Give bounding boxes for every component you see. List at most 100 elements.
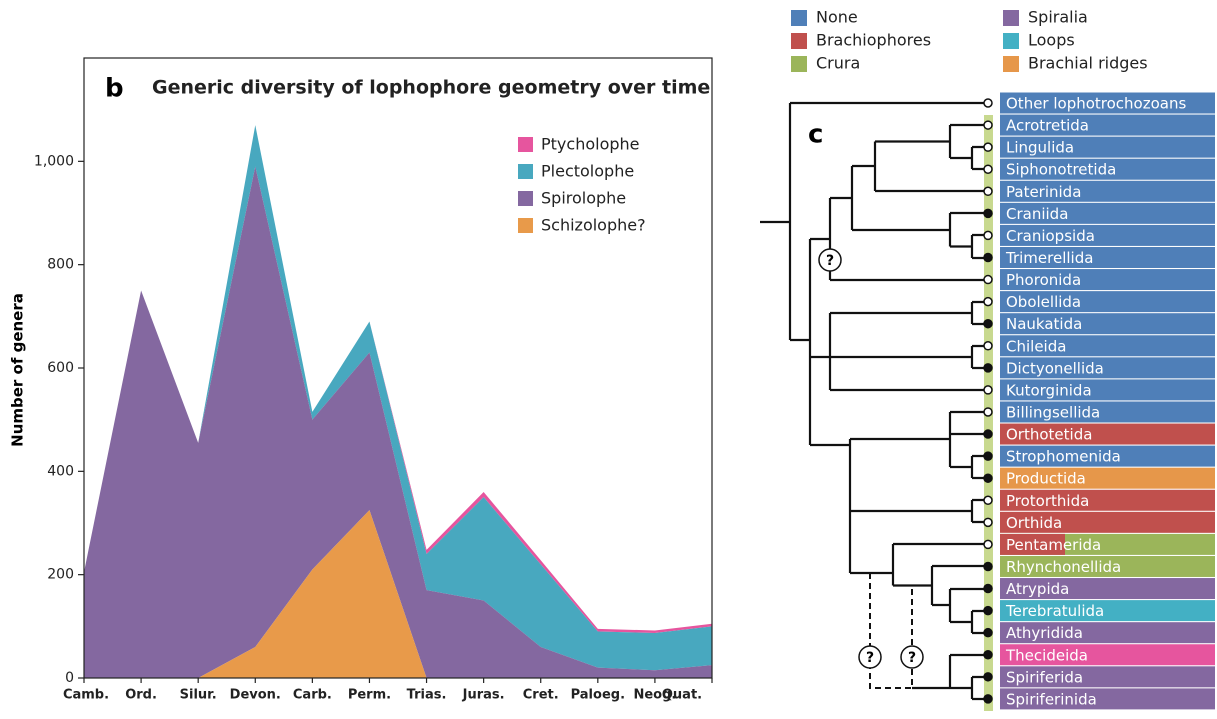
uncertain-branches: [869, 573, 913, 689]
tip-state: [983, 296, 993, 307]
taxon-label: Spiriferida: [1006, 668, 1083, 686]
panel-c: c ??? None Brachiophores Crura Spiralia Loop…: [760, 8, 1215, 711]
taxon-label: Atrypida: [1006, 580, 1069, 598]
taxon-label: Other lophotrochozoans: [1006, 95, 1186, 113]
question-glyphs: ???: [826, 253, 916, 666]
taxon-box: [1000, 246, 1215, 268]
tip-state: [983, 650, 993, 660]
tip-state: [983, 561, 993, 572]
taxon-label: Thecideida: [1005, 646, 1088, 664]
legend-swatch: [518, 137, 533, 152]
x-tick-label: Devon.: [230, 688, 281, 703]
legend-label: Crura: [816, 54, 860, 73]
x-tick-label: Paloeg.: [571, 688, 625, 703]
taxon-label: Kutorginida: [1006, 381, 1092, 399]
tip-state: [983, 318, 993, 329]
taxon-label: Terebratulida: [1005, 602, 1104, 620]
tip-state: [983, 583, 993, 594]
y-tick-label: 600: [47, 360, 74, 376]
y-tick-label: 1,000: [34, 153, 74, 169]
x-tick-label: Cret.: [523, 688, 559, 703]
x-tick-label: Carb.: [293, 688, 332, 703]
tip-state: [983, 517, 993, 528]
taxon-label: Strophomenida: [1006, 448, 1121, 466]
taxon-box: [1000, 511, 1215, 533]
taxon-box: [1000, 313, 1215, 335]
tip-state: [983, 164, 993, 174]
x-tick-label: Trias.: [407, 688, 447, 703]
taxon-box: [1000, 533, 1065, 555]
legend-swatch: [518, 218, 533, 233]
taxon-label: Siphonotretida: [1006, 161, 1116, 179]
tip-state: [983, 495, 993, 506]
taxon-box: [1000, 180, 1215, 202]
tip-state: [983, 208, 993, 219]
taxon-box: [1000, 489, 1215, 511]
x-tick-label: Juras.: [462, 688, 505, 703]
question-marks: [818, 248, 924, 669]
taxon-box: [1000, 666, 1215, 688]
tip-state: [983, 407, 993, 417]
area: [84, 510, 712, 678]
taxon-box: [1000, 401, 1215, 423]
x-tick-label: Perm.: [348, 688, 391, 703]
taxon-label: Spiriferinida: [1006, 690, 1097, 708]
tip-state: [983, 627, 993, 638]
chart-title: Generic diversity of lophophore geometry…: [152, 77, 710, 99]
tip-state: [983, 98, 993, 108]
tip-state: [983, 186, 993, 197]
taxon-label: Chileida: [1006, 337, 1066, 355]
taxon-label: Orthotetida: [1006, 426, 1092, 444]
taxon-label: Athyridida: [1006, 624, 1083, 642]
taxon-label: Naukatida: [1006, 315, 1082, 333]
taxon-box: [1000, 423, 1215, 445]
taxon-box: [1000, 202, 1215, 224]
tip-state: [983, 274, 993, 285]
svg-text:?: ?: [866, 650, 874, 666]
x-tick-label: Quat.: [662, 688, 702, 703]
tip-state: [983, 694, 993, 704]
panel-letter: b: [105, 74, 124, 104]
taxon-box: [1000, 269, 1215, 291]
taxon-label: Phoronida: [1006, 271, 1081, 289]
taxon-box: [1000, 467, 1215, 489]
taxon-box: [1000, 158, 1215, 180]
tip-state: [983, 363, 993, 373]
taxon-box: [1000, 644, 1215, 666]
taxon-label: Craniopsida: [1006, 227, 1095, 245]
taxon-label: Lingulida: [1006, 139, 1074, 157]
legend-label: Spirolophe: [541, 189, 626, 208]
taxon-box: [1000, 578, 1215, 600]
legend-label: Spiralia: [1028, 8, 1088, 27]
tip-state: [983, 341, 993, 351]
taxon-box: [1000, 357, 1215, 379]
legend-swatch: [518, 164, 533, 179]
taxon-box: [1000, 291, 1215, 313]
taxon-label: Obolellida: [1006, 293, 1081, 311]
x-tick-label: Ord.: [125, 688, 157, 703]
tip-state: [983, 120, 993, 130]
x-tick-label: Silur.: [180, 688, 217, 703]
legend-label: None: [816, 8, 858, 27]
tip-state: [983, 429, 993, 439]
tip-state: [983, 473, 993, 483]
taxon-box: [1000, 555, 1215, 577]
legend-label: Plectolophe: [541, 162, 634, 181]
y-tick-label: 400: [47, 463, 74, 479]
taxon-box: [1000, 622, 1215, 644]
legend-swatch: [1003, 33, 1019, 49]
tree-branches: [760, 101, 985, 701]
x-tick-label: Neog.: [633, 688, 676, 703]
tip-state: [983, 539, 993, 550]
taxon-box: [1000, 445, 1215, 467]
taxon-box: [1000, 136, 1215, 158]
svg-text:?: ?: [908, 650, 916, 666]
tip-state: [983, 230, 993, 241]
y-tick-label: 800: [47, 257, 74, 273]
taxon-box: [1000, 92, 1215, 114]
panel-letter: c: [808, 120, 823, 150]
legend-swatch: [518, 191, 533, 206]
taxon-box: [1000, 114, 1215, 136]
taxon-box: [1000, 379, 1215, 401]
